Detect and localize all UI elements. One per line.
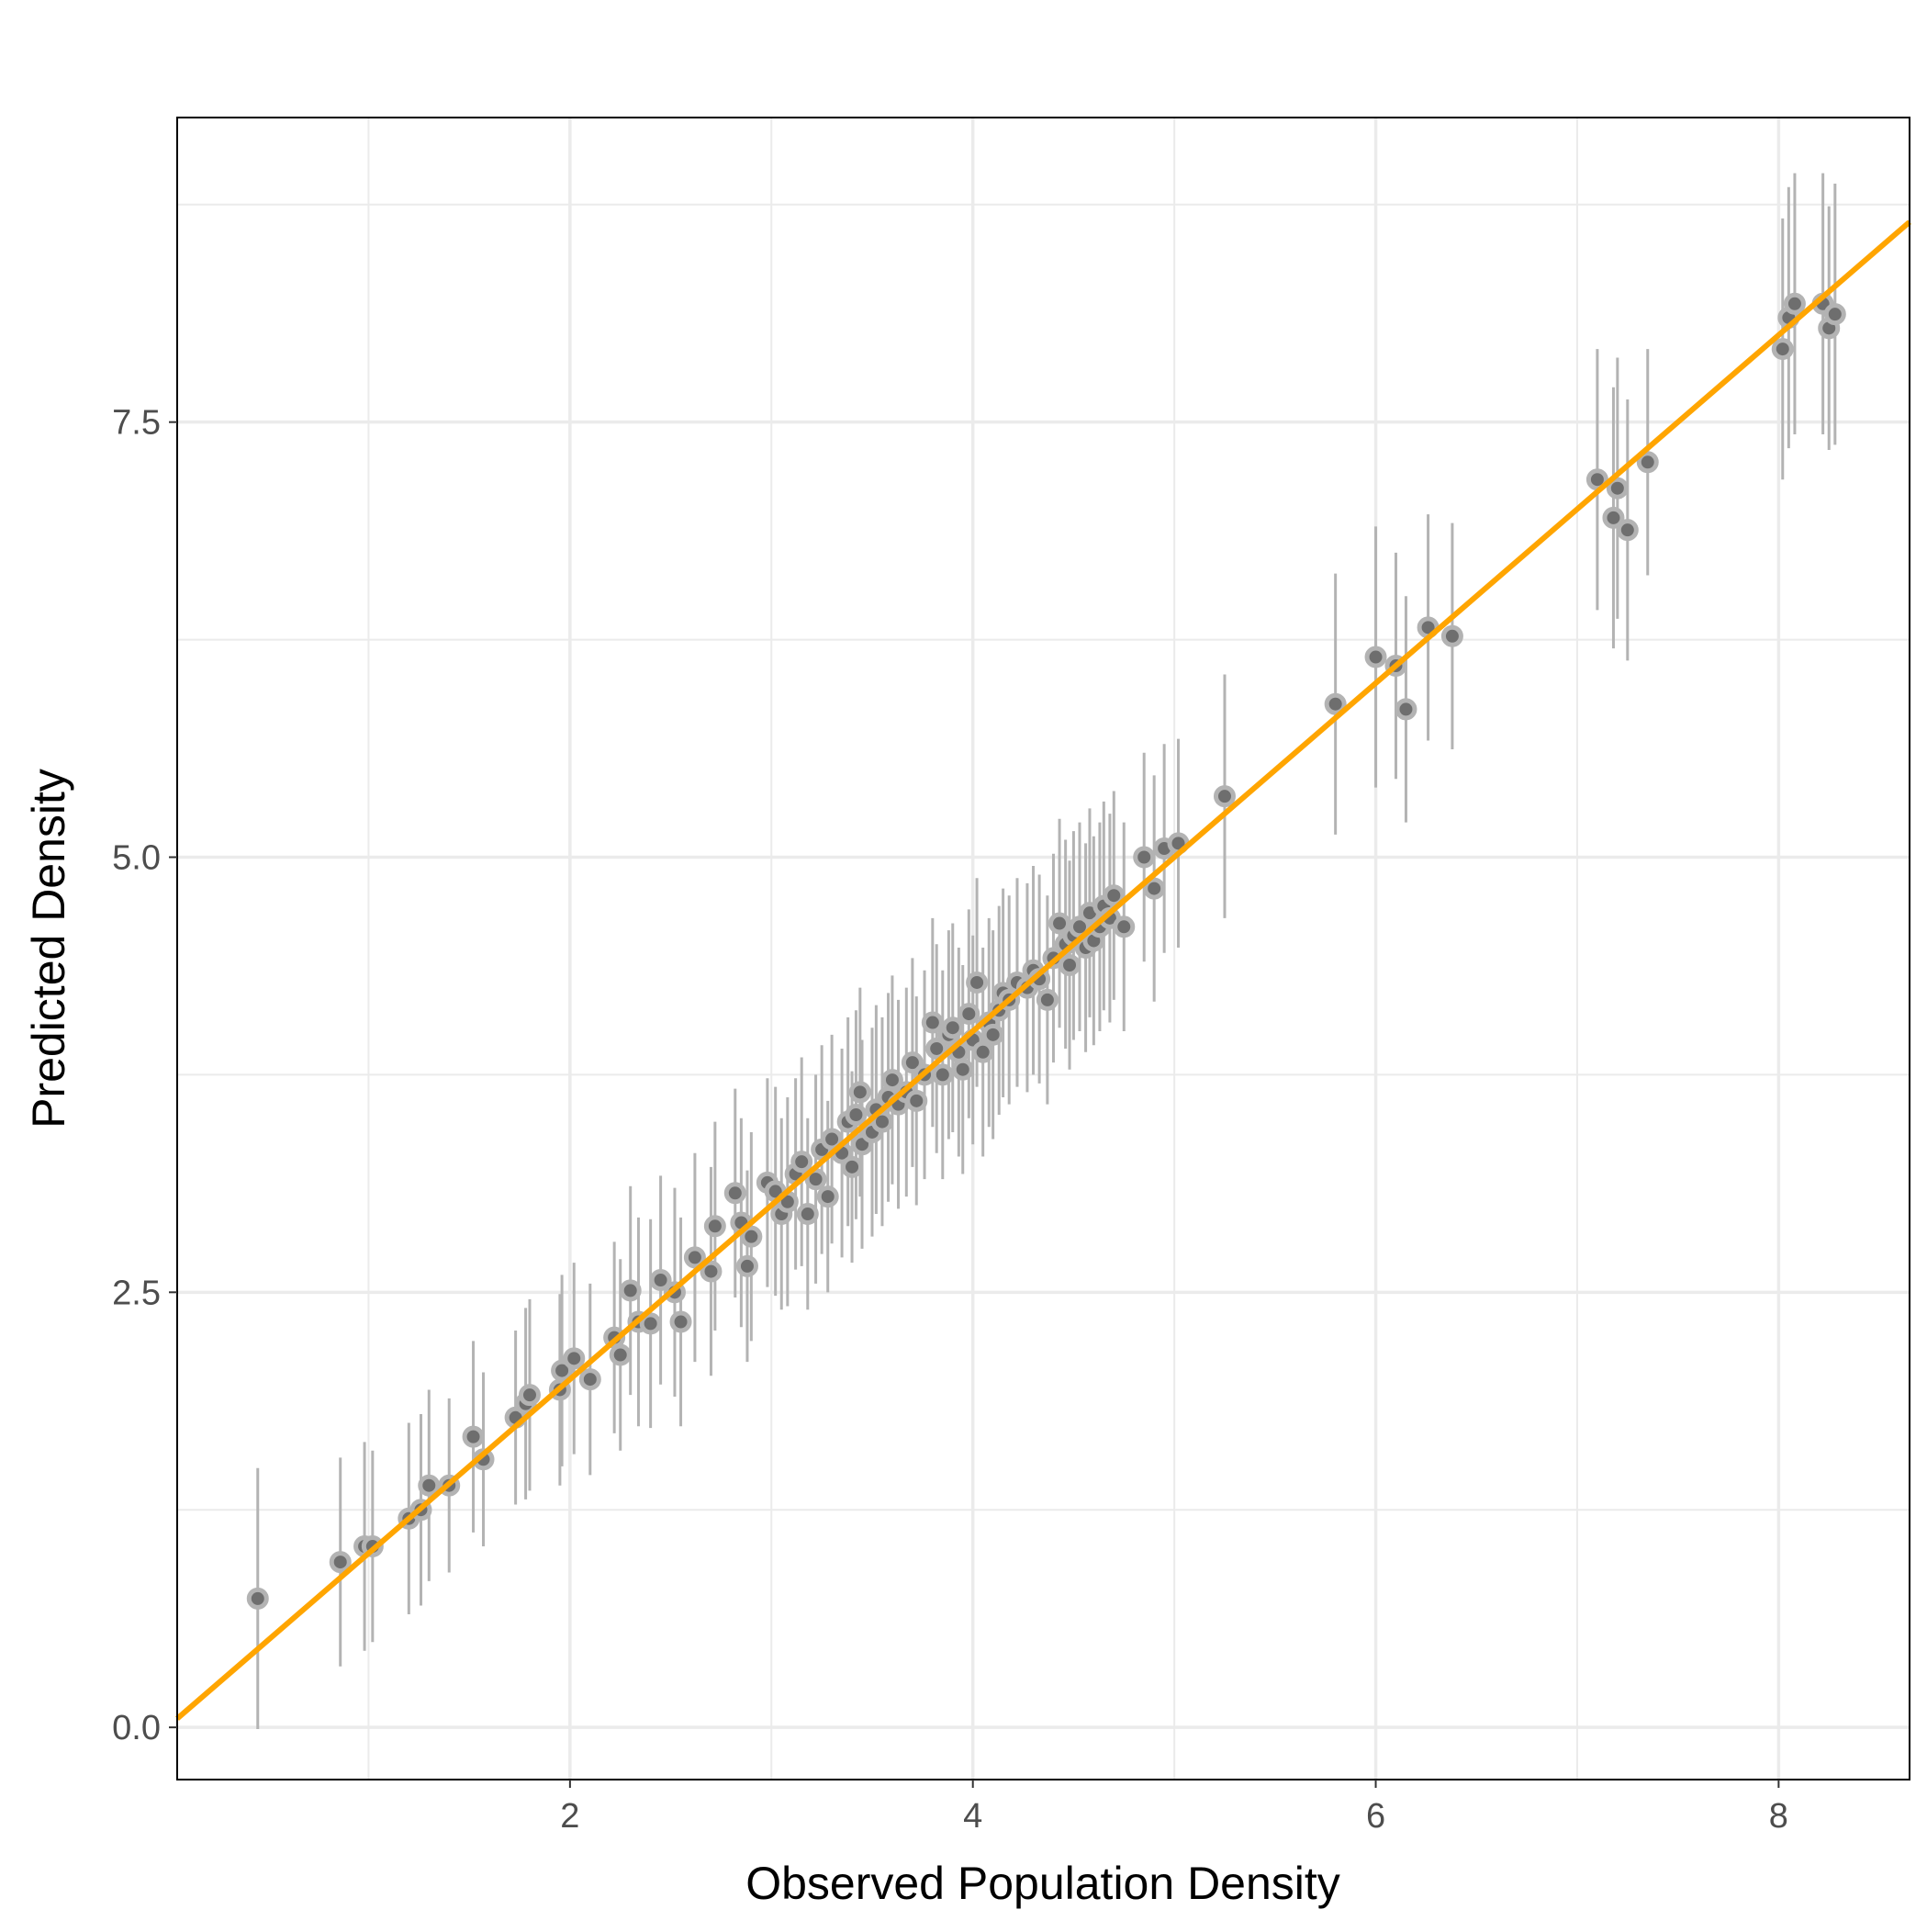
data-point bbox=[518, 1384, 541, 1407]
data-point bbox=[1602, 506, 1625, 529]
y-tick-label: 0.0 bbox=[112, 1709, 161, 1747]
data-point bbox=[740, 1225, 763, 1248]
y-tick-label: 7.5 bbox=[112, 404, 161, 443]
data-point bbox=[723, 1182, 746, 1205]
x-tick-label: 2 bbox=[560, 1797, 579, 1836]
data-point bbox=[649, 1269, 672, 1292]
data-point bbox=[683, 1246, 706, 1269]
data-point bbox=[1213, 785, 1236, 808]
data-point bbox=[619, 1279, 642, 1302]
data-point bbox=[1113, 915, 1136, 938]
y-axis-title: Predicted Density bbox=[23, 769, 74, 1129]
data-point bbox=[563, 1347, 586, 1370]
y-tick-label: 5.0 bbox=[112, 838, 161, 877]
data-point bbox=[925, 1037, 948, 1060]
x-tick-label: 6 bbox=[1366, 1797, 1385, 1836]
data-point bbox=[845, 1104, 868, 1126]
data-point bbox=[1133, 846, 1156, 869]
data-point bbox=[931, 1063, 954, 1086]
data-point bbox=[981, 1023, 1004, 1046]
panel-border bbox=[176, 117, 1910, 1780]
data-point bbox=[1823, 303, 1846, 326]
data-point bbox=[578, 1368, 601, 1391]
data-point bbox=[462, 1425, 485, 1448]
data-point bbox=[639, 1312, 662, 1335]
data-point bbox=[329, 1551, 352, 1574]
data-point bbox=[841, 1155, 864, 1178]
data-point bbox=[700, 1260, 723, 1283]
data-point bbox=[735, 1254, 758, 1277]
data-point bbox=[1036, 988, 1059, 1011]
data-point bbox=[941, 1017, 964, 1039]
data-point bbox=[1059, 954, 1081, 977]
data-point bbox=[1143, 877, 1166, 900]
data-point bbox=[1606, 477, 1629, 500]
x-tick-label: 4 bbox=[963, 1797, 982, 1836]
data-point bbox=[816, 1185, 839, 1208]
data-point bbox=[1771, 338, 1794, 361]
data-point bbox=[848, 1081, 871, 1104]
data-point bbox=[703, 1215, 726, 1238]
data-point bbox=[1103, 884, 1126, 907]
axis-layer: 2 4 6 8 0.0 2.5 5.0 7.5 bbox=[112, 404, 1788, 1836]
data-point bbox=[951, 1058, 974, 1081]
data-point bbox=[609, 1343, 632, 1366]
data-point bbox=[971, 1040, 994, 1063]
y-tick-label: 2.5 bbox=[112, 1274, 161, 1312]
data-point bbox=[905, 1089, 928, 1112]
data-point bbox=[1616, 519, 1639, 542]
data-point bbox=[1440, 624, 1463, 647]
data-point bbox=[790, 1151, 813, 1174]
data-point bbox=[880, 1069, 903, 1092]
data-point bbox=[921, 1011, 944, 1034]
x-tick-label: 8 bbox=[1769, 1797, 1788, 1836]
data-point bbox=[1324, 692, 1347, 715]
data-point bbox=[966, 971, 989, 994]
data-point bbox=[821, 1128, 844, 1151]
fit-line bbox=[175, 219, 1911, 1721]
data-point bbox=[1048, 912, 1071, 935]
data-point bbox=[669, 1310, 692, 1333]
grid-layer bbox=[177, 118, 1910, 1780]
data-point bbox=[1636, 451, 1659, 474]
fit-line-layer bbox=[175, 219, 1911, 1721]
x-axis-title: Observed Population Density bbox=[745, 1858, 1340, 1909]
data-point bbox=[1783, 292, 1806, 315]
data-point bbox=[958, 1003, 980, 1026]
point-layer bbox=[246, 292, 1846, 1610]
data-point bbox=[1364, 646, 1387, 668]
data-point bbox=[418, 1474, 441, 1497]
data-point bbox=[1395, 698, 1417, 721]
data-point bbox=[796, 1203, 819, 1226]
data-point bbox=[246, 1587, 269, 1610]
